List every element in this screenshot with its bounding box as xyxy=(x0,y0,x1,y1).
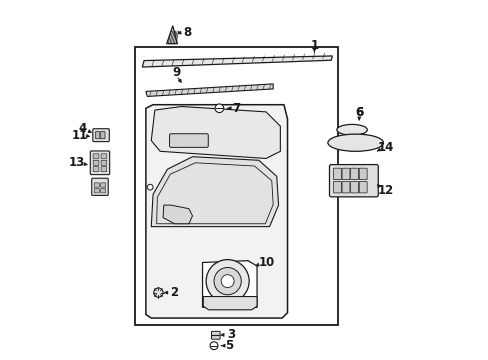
FancyBboxPatch shape xyxy=(96,132,100,139)
Polygon shape xyxy=(151,107,280,158)
Text: 9: 9 xyxy=(172,66,180,79)
Text: 8: 8 xyxy=(183,26,191,39)
Polygon shape xyxy=(203,297,257,310)
Circle shape xyxy=(206,260,249,303)
Text: 14: 14 xyxy=(377,141,393,154)
FancyBboxPatch shape xyxy=(101,160,106,165)
Ellipse shape xyxy=(336,125,366,135)
FancyBboxPatch shape xyxy=(101,154,106,159)
Polygon shape xyxy=(145,105,287,318)
FancyBboxPatch shape xyxy=(101,167,106,172)
Text: 4: 4 xyxy=(78,122,86,135)
FancyBboxPatch shape xyxy=(350,168,358,180)
FancyBboxPatch shape xyxy=(101,132,105,139)
Text: 13: 13 xyxy=(68,156,84,169)
Text: 5: 5 xyxy=(224,339,233,352)
FancyBboxPatch shape xyxy=(350,181,358,193)
Text: 10: 10 xyxy=(258,256,274,269)
FancyBboxPatch shape xyxy=(92,178,108,195)
Circle shape xyxy=(215,104,223,113)
FancyBboxPatch shape xyxy=(169,134,208,147)
Text: 1: 1 xyxy=(310,39,318,52)
FancyBboxPatch shape xyxy=(94,189,99,193)
FancyBboxPatch shape xyxy=(211,331,220,339)
FancyBboxPatch shape xyxy=(93,129,109,141)
Text: 12: 12 xyxy=(377,184,393,197)
FancyBboxPatch shape xyxy=(333,168,341,180)
Polygon shape xyxy=(202,261,257,307)
FancyBboxPatch shape xyxy=(101,183,105,187)
Text: 11: 11 xyxy=(71,129,87,142)
Ellipse shape xyxy=(327,134,383,151)
Text: 6: 6 xyxy=(354,106,363,119)
FancyBboxPatch shape xyxy=(329,165,378,197)
Text: 7: 7 xyxy=(231,102,240,115)
Circle shape xyxy=(153,288,163,297)
FancyBboxPatch shape xyxy=(94,183,99,187)
Circle shape xyxy=(210,342,218,350)
FancyBboxPatch shape xyxy=(135,47,337,325)
FancyBboxPatch shape xyxy=(101,189,105,193)
Circle shape xyxy=(147,184,153,190)
Polygon shape xyxy=(166,26,177,44)
Text: 2: 2 xyxy=(169,286,178,299)
FancyBboxPatch shape xyxy=(90,151,109,175)
Text: 3: 3 xyxy=(226,328,234,341)
FancyBboxPatch shape xyxy=(359,181,366,193)
Polygon shape xyxy=(163,205,192,224)
Polygon shape xyxy=(151,157,278,226)
Polygon shape xyxy=(145,84,273,96)
FancyBboxPatch shape xyxy=(341,168,349,180)
FancyBboxPatch shape xyxy=(359,168,366,180)
FancyBboxPatch shape xyxy=(93,160,99,165)
FancyBboxPatch shape xyxy=(333,181,341,193)
FancyBboxPatch shape xyxy=(341,181,349,193)
Text: 6: 6 xyxy=(354,106,363,119)
FancyBboxPatch shape xyxy=(93,154,99,159)
Polygon shape xyxy=(142,56,332,67)
FancyBboxPatch shape xyxy=(93,167,99,172)
Circle shape xyxy=(221,275,234,288)
Circle shape xyxy=(214,267,241,295)
